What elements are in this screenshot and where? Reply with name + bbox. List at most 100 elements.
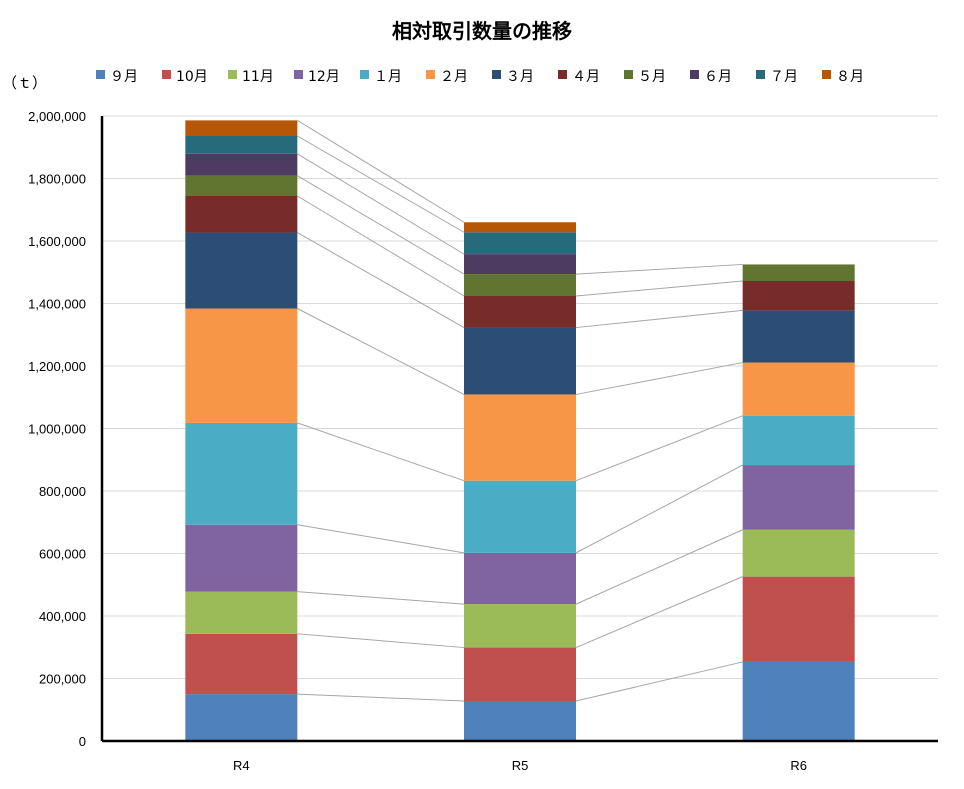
bar-segment	[464, 394, 576, 481]
legend-label: 10月	[176, 69, 208, 85]
bar-segment	[185, 120, 298, 136]
series-line	[575, 415, 743, 482]
legend-label: ６月	[704, 69, 732, 85]
legend-swatch	[96, 70, 105, 79]
bar-segment	[185, 694, 298, 741]
bar-segment	[742, 465, 855, 530]
series-line	[575, 464, 743, 554]
legend-swatch	[690, 70, 699, 79]
legend-label: ４月	[572, 69, 600, 85]
series-line	[575, 661, 743, 702]
bar-segment	[742, 281, 855, 311]
bar-segment	[185, 591, 298, 634]
chart-title: 相対取引数量の推移	[392, 19, 572, 43]
y-tick-label: 0	[79, 734, 86, 749]
bar-segment	[464, 480, 576, 553]
y-tick-label: 600,000	[39, 547, 86, 562]
y-tick-label: 1,200,000	[28, 359, 86, 374]
bar-segment	[464, 647, 576, 701]
y-tick-label: 1,600,000	[28, 234, 86, 249]
bar-segment	[742, 576, 855, 662]
legend-label: 12月	[308, 69, 340, 85]
series-line	[297, 693, 465, 702]
series-line	[297, 232, 465, 328]
bar-segment	[742, 415, 855, 466]
y-tick-label: 2,000,000	[28, 109, 86, 124]
series-line	[575, 280, 743, 297]
legend-label: ３月	[506, 69, 534, 85]
legend-swatch	[756, 70, 765, 79]
series-line	[297, 633, 465, 649]
x-tick-label: R6	[790, 758, 807, 773]
series-line	[297, 524, 465, 554]
legend-label: 11月	[242, 69, 274, 85]
bar-segment	[185, 175, 298, 196]
legend-swatch	[558, 70, 567, 79]
series-line	[297, 195, 465, 297]
series-line	[297, 308, 465, 395]
legend-swatch	[624, 70, 633, 79]
series-line	[575, 263, 743, 275]
legend-swatch	[426, 70, 435, 79]
bar-segment	[742, 310, 855, 363]
series-line	[297, 153, 465, 255]
legend: ９月 10月 11月 12月 １月 ２月 ３月 ４月 ５月 ６月 ７月 ８月	[96, 69, 864, 85]
bar-segment	[464, 254, 576, 275]
y-axis-ticks: 0 200,000 400,000 600,000 800,000 1,000,000 1,…	[28, 109, 86, 749]
y-tick-label: 1,400,000	[28, 297, 86, 312]
legend-label: ２月	[440, 69, 468, 85]
bar-segment	[185, 633, 298, 695]
bar-segment	[464, 701, 576, 741]
legend-label: ５月	[638, 69, 666, 85]
bar-segment	[742, 661, 855, 741]
bar-segment	[464, 327, 576, 395]
legend-label: ７月	[770, 69, 798, 85]
series-line	[575, 529, 743, 605]
bar-segment	[742, 529, 855, 577]
series-line	[575, 362, 743, 395]
bar-segment	[742, 362, 855, 416]
legend-label: １月	[374, 69, 402, 85]
y-tick-label: 1,800,000	[28, 172, 86, 187]
series-line	[297, 135, 465, 233]
bars	[185, 120, 855, 741]
bar-segment	[185, 524, 298, 592]
x-tick-label: R4	[233, 758, 250, 773]
y-tick-label: 800,000	[39, 484, 86, 499]
bar-segment	[185, 232, 298, 309]
bar-segment	[742, 264, 855, 281]
y-axis-unit-label: （ｔ）	[2, 74, 47, 92]
legend-swatch	[822, 70, 831, 79]
legend-swatch	[228, 70, 237, 79]
bar-segment	[464, 552, 576, 605]
legend-swatch	[360, 70, 369, 79]
bar-segment	[185, 308, 298, 423]
legend-swatch	[162, 70, 171, 79]
legend-label: ８月	[836, 69, 864, 85]
series-line	[575, 576, 743, 649]
series-line	[297, 175, 465, 275]
bar-segment	[185, 422, 298, 525]
bar-segment	[464, 274, 576, 296]
legend-swatch	[294, 70, 303, 79]
legend-swatch	[492, 70, 501, 79]
x-tick-label: R5	[512, 758, 529, 773]
bar-segment	[464, 222, 576, 233]
y-tick-label: 1,000,000	[28, 422, 86, 437]
bar-segment	[464, 232, 576, 255]
bar-segment	[185, 136, 298, 154]
y-tick-label: 200,000	[39, 672, 86, 687]
series-line	[575, 309, 743, 329]
y-tick-label: 400,000	[39, 609, 86, 624]
legend-label: ９月	[110, 69, 138, 85]
series-line	[297, 119, 465, 223]
bar-segment	[185, 153, 298, 176]
bar-segment	[464, 604, 576, 648]
bar-segment	[464, 296, 576, 328]
series-line	[297, 591, 465, 605]
series-connector-lines	[297, 119, 743, 702]
bar-segment	[185, 196, 298, 233]
series-line	[297, 422, 465, 482]
x-axis-labels: R4 R5 R6	[233, 758, 807, 773]
